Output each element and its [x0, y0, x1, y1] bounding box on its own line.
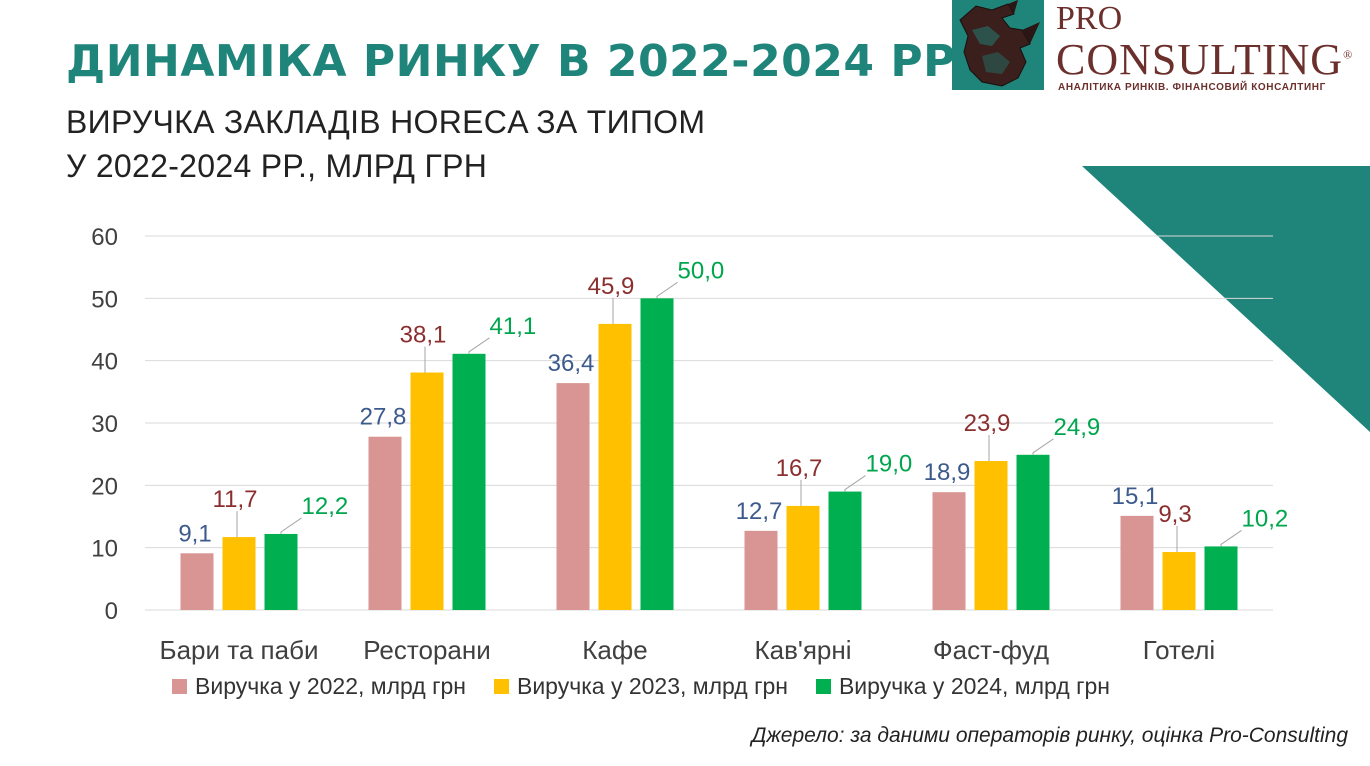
label-leader-line — [468, 337, 490, 354]
bar — [368, 436, 402, 610]
chart-subtitle-line2: У 2022-2024 РР., МЛРД ГРН — [66, 148, 488, 184]
y-tick-label: 60 — [91, 224, 118, 251]
bar — [1162, 552, 1196, 610]
legend-item-2022: Виручка у 2022, млрд грн — [172, 673, 466, 700]
data-label: 18,9 — [924, 459, 971, 486]
label-leader-line — [656, 281, 678, 299]
data-label: 12,7 — [736, 498, 783, 525]
bar — [556, 383, 590, 610]
bar — [410, 372, 444, 610]
decorative-triangle — [1082, 166, 1370, 432]
bar — [452, 353, 486, 610]
chart-subtitle-line1: ВИРУЧКА ЗАКЛАДІВ HORECA ЗА ТИПОМ — [66, 104, 706, 140]
legend-label-2024: Виручка у 2024, млрд грн — [838, 673, 1110, 699]
legend-label-2022: Виручка у 2022, млрд грн — [195, 673, 466, 699]
legend-swatch-2024 — [815, 679, 831, 694]
data-label: 15,1 — [1112, 483, 1159, 510]
label-leader-line — [844, 475, 866, 492]
x-category-label: Готелі — [1143, 635, 1215, 665]
label-leader-line — [1220, 530, 1242, 547]
data-label: 23,9 — [964, 410, 1011, 437]
label-leader-line — [1032, 438, 1054, 455]
data-label: 19,0 — [866, 451, 913, 478]
x-category-label: Бари та паби — [160, 635, 319, 665]
legend-swatch-2022 — [172, 679, 187, 694]
x-category-label: Кав'ярні — [754, 635, 851, 665]
rhino-logo-icon — [952, 0, 1044, 90]
logo-word-pro: PRO — [1056, 0, 1123, 37]
x-category-label: Ресторани — [363, 635, 491, 665]
y-tick-label: 50 — [91, 286, 118, 313]
chart-legend: Виручка у 2022, млрд грн Виручка у 2023,… — [172, 673, 1110, 700]
bar — [744, 530, 778, 610]
bar — [598, 323, 632, 610]
legend-item-2023: Виручка у 2023, млрд грн — [493, 673, 788, 700]
bar — [786, 505, 820, 610]
bar — [1016, 454, 1050, 610]
logo-tagline: АНАЛІТИКА РИНКІВ. ФІНАНСОВИЙ КОНСАЛТИНГ — [1058, 82, 1326, 93]
data-label: 10,2 — [1242, 505, 1289, 532]
y-tick-label: 30 — [91, 411, 118, 438]
bar — [828, 491, 862, 610]
legend-label-2023: Виручка у 2023, млрд грн — [516, 673, 788, 699]
y-tick-label: 40 — [91, 349, 118, 376]
logo-word-consulting: CONSULTING® — [1056, 35, 1354, 84]
bar — [1120, 515, 1154, 610]
data-label: 36,4 — [548, 350, 595, 377]
bar — [932, 492, 966, 610]
data-label: 16,7 — [776, 455, 823, 482]
y-tick-label: 20 — [91, 473, 118, 500]
source-note: Джерело: за даними операторів ринку, оці… — [751, 724, 1348, 747]
bar — [222, 537, 256, 610]
data-label: 50,0 — [678, 257, 725, 284]
data-label: 38,1 — [400, 322, 447, 349]
x-category-label: Кафе — [582, 635, 647, 665]
legend-item-2024: Виручка у 2024, млрд грн — [815, 673, 1110, 700]
bar — [264, 533, 298, 610]
bar — [974, 461, 1008, 610]
data-label: 9,3 — [1158, 501, 1191, 528]
bar — [1204, 546, 1238, 610]
data-label: 24,9 — [1054, 414, 1101, 441]
data-label: 9,1 — [178, 520, 211, 547]
page-title: ДИНАМІКА РИНКУ В 2022-2024 РР. — [66, 36, 974, 87]
bar — [640, 298, 674, 610]
x-category-label: Фаст-фуд — [933, 635, 1049, 665]
y-tick-label: 0 — [105, 598, 118, 625]
label-leader-line — [280, 517, 302, 534]
y-tick-label: 10 — [91, 536, 118, 563]
bar — [180, 553, 214, 610]
legend-swatch-2023 — [493, 679, 509, 694]
data-label: 41,1 — [490, 313, 537, 340]
data-label: 12,2 — [302, 493, 349, 520]
data-label: 11,7 — [213, 486, 258, 513]
data-label: 45,9 — [588, 273, 635, 300]
data-label: 27,8 — [360, 404, 407, 431]
